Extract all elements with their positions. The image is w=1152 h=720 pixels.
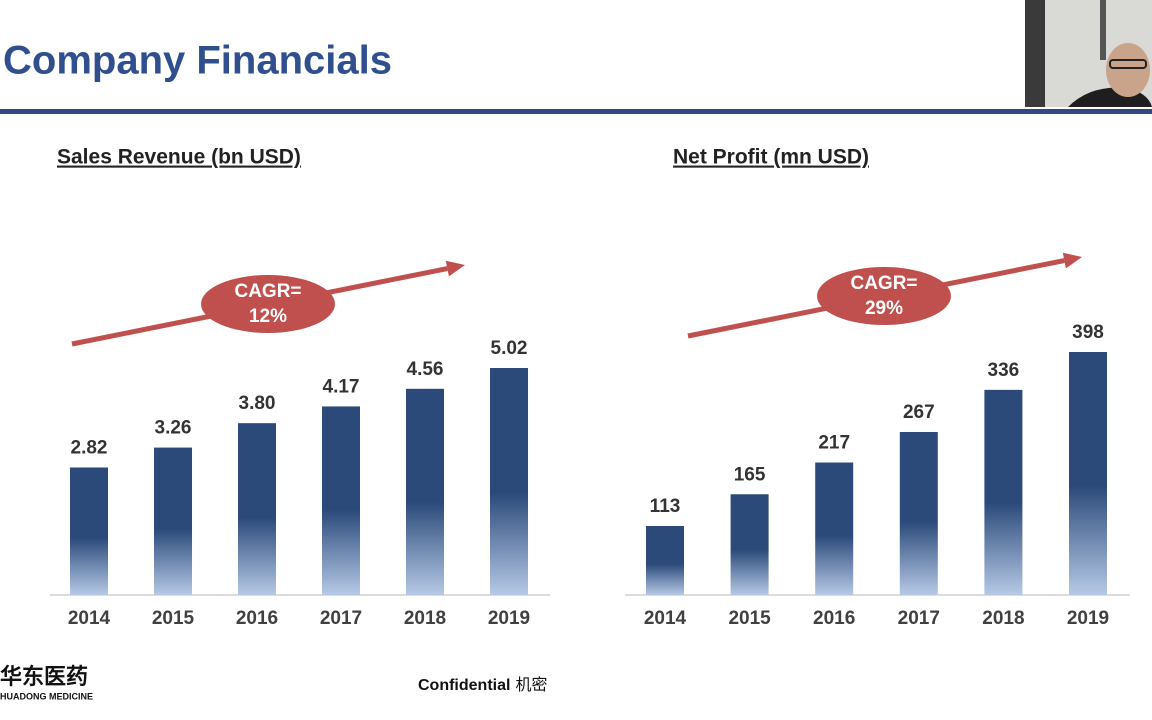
bar — [70, 467, 108, 595]
value-label: 4.56 — [407, 359, 444, 380]
value-label: 3.26 — [155, 418, 192, 439]
bar — [646, 526, 684, 595]
x-tick-label: 2016 — [813, 608, 855, 629]
bar — [406, 388, 444, 595]
arrow-head — [445, 260, 465, 277]
footer: Confidential 机密 — [418, 676, 547, 694]
x-tick-label: 2018 — [982, 608, 1024, 629]
cagr-badge — [817, 267, 951, 325]
bar — [984, 389, 1023, 595]
bar — [1069, 352, 1107, 595]
value-label: 5.02 — [491, 338, 528, 359]
value-label: 113 — [650, 496, 681, 517]
title-rule — [0, 109, 1152, 114]
bar — [322, 406, 360, 595]
value-label: 267 — [903, 402, 935, 423]
webcam — [1025, 0, 1152, 107]
arrow-head — [1062, 252, 1082, 269]
x-tick-label: 2018 — [404, 608, 446, 629]
x-tick-label: 2017 — [898, 608, 940, 629]
cagr-label: CAGR= — [234, 281, 301, 302]
x-tick-label: 2019 — [488, 608, 530, 629]
x-tick-label: 2015 — [728, 608, 771, 629]
value-label: 2.82 — [71, 437, 108, 458]
footer-label: Confidential — [418, 677, 510, 694]
x-tick-label: 2015 — [152, 608, 195, 629]
x-tick-label: 2014 — [644, 608, 687, 629]
x-tick-label: 2016 — [236, 608, 278, 629]
bar — [899, 431, 938, 595]
x-tick-label: 2014 — [68, 608, 111, 629]
bar — [730, 494, 769, 595]
value-label: 4.17 — [323, 376, 360, 397]
value-label: 217 — [818, 433, 850, 454]
slide-title: Company Financials — [3, 39, 392, 83]
cagr-label: 12% — [249, 306, 287, 327]
bar — [490, 368, 528, 595]
cagr-label: 29% — [865, 298, 903, 319]
value-label: 3.80 — [239, 393, 276, 414]
x-tick-label: 2019 — [1067, 608, 1109, 629]
cagr-label: CAGR= — [850, 273, 917, 294]
value-label: 165 — [734, 464, 766, 485]
logo-subtitle: HUADONG MEDICINE — [0, 691, 93, 701]
value-label: 398 — [1072, 322, 1104, 343]
x-tick-label: 2017 — [320, 608, 362, 629]
bar — [238, 423, 276, 595]
chart-title: Net Profit (mn USD) — [673, 146, 869, 169]
bar — [815, 462, 854, 595]
bar — [154, 447, 192, 595]
cagr-badge — [201, 275, 335, 333]
chart-title: Sales Revenue (bn USD) — [57, 146, 301, 169]
logo-name: 华东医药 — [0, 664, 88, 689]
footer-note: 机密 — [515, 676, 547, 694]
value-label: 336 — [988, 360, 1020, 381]
